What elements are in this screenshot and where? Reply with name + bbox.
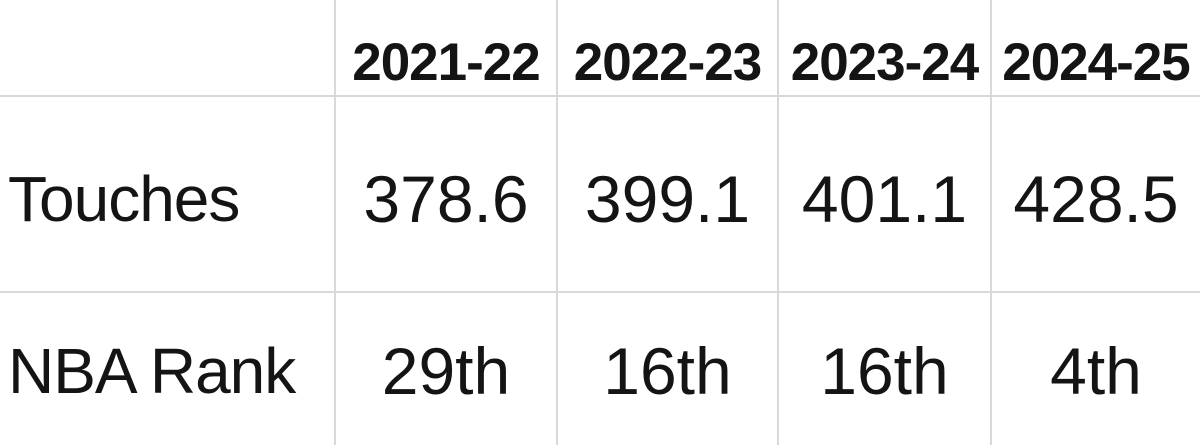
col-header-2024-25: 2024-25 <box>990 0 1200 97</box>
row-label-nba-rank: NBA Rank <box>8 335 296 407</box>
rank-value-2024-25: 4th <box>990 293 1200 445</box>
col-header-2023-24: 2023-24 <box>777 0 990 97</box>
rank-value-2023-24: 16th <box>777 293 990 445</box>
touches-value-2021-22: 378.6 <box>334 97 556 293</box>
touches-value-2023-24: 401.1 <box>777 97 990 293</box>
touches-value-2024-25: 428.5 <box>990 97 1200 293</box>
col-header-2022-23: 2022-23 <box>556 0 777 97</box>
touches-value-2022-23: 399.1 <box>556 97 777 293</box>
corner-cell <box>0 0 334 97</box>
rank-value-2021-22: 29th <box>334 293 556 445</box>
col-header-2021-22: 2021-22 <box>334 0 556 97</box>
row-label-touches: Touches <box>0 97 334 293</box>
rank-value-2022-23: 16th <box>556 293 777 445</box>
